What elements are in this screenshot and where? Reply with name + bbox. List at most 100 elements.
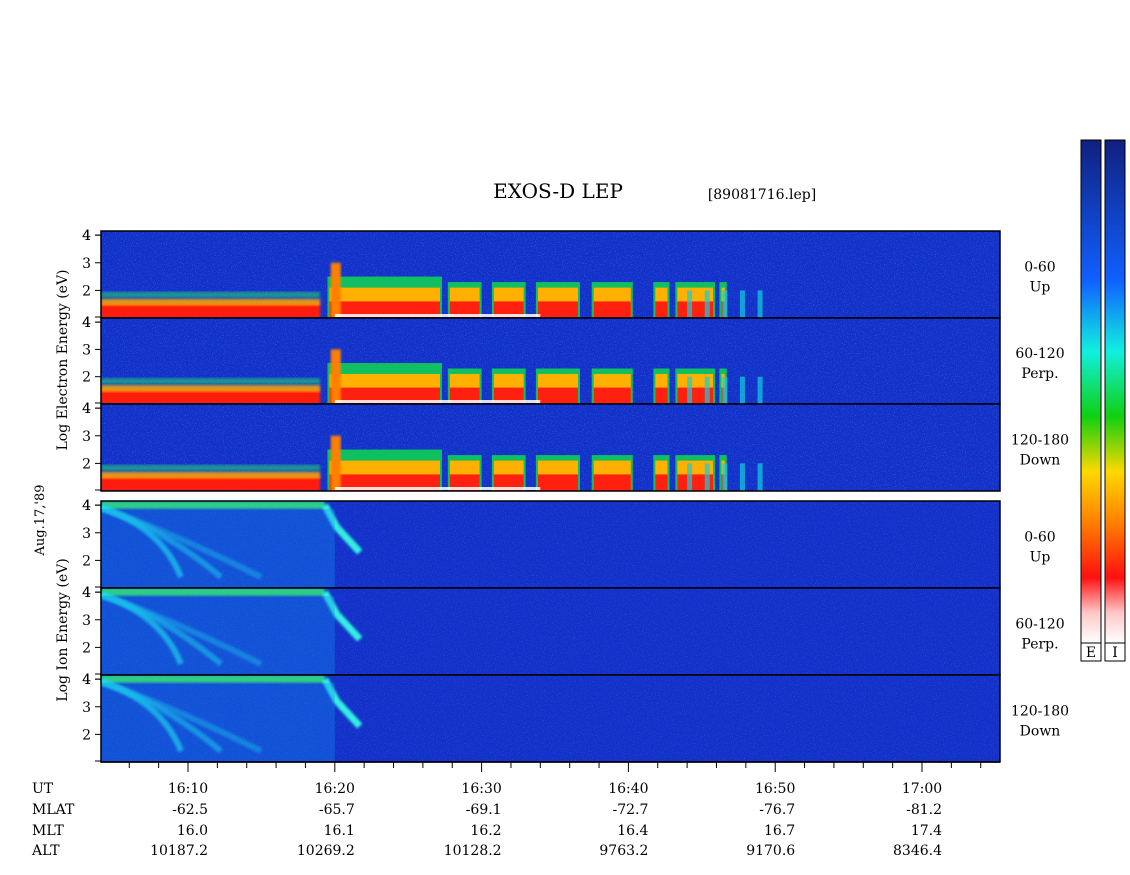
weak-burst [704, 463, 710, 491]
y-tick-label: 3 [82, 256, 91, 272]
panel-features [101, 501, 363, 588]
ion-dispersion-feature [321, 590, 363, 642]
burst-core [655, 301, 668, 318]
ephemeris-row-label: ALT [31, 843, 60, 859]
ephemeris-cell-mlt: 16.4 [617, 823, 648, 839]
panel-6 [100, 674, 1001, 763]
burst-core [677, 387, 714, 404]
panel-direction-label: Perp. [1021, 637, 1058, 653]
y-tick-label: 4 [82, 672, 91, 688]
panel-angle-label: 0-60 [1024, 530, 1055, 546]
y-tick-label: 3 [82, 429, 91, 445]
burst-core [449, 301, 480, 318]
ion-glow [101, 683, 335, 762]
colorbar-electron: E [1080, 139, 1102, 662]
ephemeris-row-label: MLT [32, 823, 64, 839]
ephemeris-row-label: MLAT [32, 802, 75, 818]
high-energy-band [101, 501, 325, 509]
ephemeris-cell-mlt: 17.4 [911, 823, 942, 839]
date-label: Aug.17,'89 [33, 484, 48, 556]
y-tick-label: 3 [82, 613, 91, 629]
y-tick-label: 4 [82, 228, 91, 244]
panel-4 [100, 500, 1001, 589]
panel-features [101, 675, 363, 762]
panel-frame [100, 403, 1001, 492]
ephemeris-cell-mlt: 16.2 [470, 823, 501, 839]
weak-burst [704, 376, 710, 404]
panel-2 [100, 317, 1001, 405]
ephemeris-table: UT MLAT MLT ALT 16:10 -62.5 16.0 10187.2 16:20 -6… [31, 781, 942, 859]
burst-core [329, 474, 440, 491]
weak-burst [722, 376, 728, 404]
band-halo [101, 291, 321, 298]
weak-burst [704, 290, 710, 318]
dispersion-arc [101, 592, 263, 667]
ephemeris-cell-alt: 9763.2 [599, 843, 648, 859]
weak-burst [722, 290, 728, 318]
edge-line [334, 400, 541, 403]
burst-core [493, 301, 524, 318]
spike [330, 435, 341, 491]
panel-1 [100, 230, 1001, 319]
weak-burst [757, 463, 763, 491]
ephemeris-cell-mlat: -72.7 [612, 802, 648, 818]
ephemeris-cell-ut: 16:10 [168, 781, 208, 797]
panel-direction-label: Up [1030, 550, 1051, 566]
panel-5 [100, 587, 1001, 676]
colorbar-e-label: E [1086, 645, 1096, 661]
colorbar-i-label: I [1112, 645, 1118, 661]
ephemeris-cell-mlat: -65.7 [319, 802, 355, 818]
burst-core [493, 387, 524, 404]
ion-glow [101, 509, 335, 588]
panel-3 [100, 403, 1001, 492]
ephemeris-cell-ut: 17:00 [902, 781, 942, 797]
burst-core [655, 387, 668, 404]
spike [330, 349, 341, 404]
band-edge [101, 384, 321, 392]
dispersion-arc [101, 505, 263, 580]
panel-direction-label: Down [1020, 453, 1061, 469]
spectrogram-panels [100, 230, 1001, 763]
burst-core [677, 474, 714, 491]
edge-line [334, 487, 541, 490]
low-energy-band [101, 388, 321, 404]
ephemeris-cell-mlat: -81.2 [906, 802, 942, 818]
ephemeris-cell-alt: 8346.4 [893, 843, 942, 859]
ephemeris-cell-ut: 16:30 [461, 781, 501, 797]
ephemeris-cell-mlt: 16.0 [177, 823, 208, 839]
y-tick-label: 3 [82, 342, 91, 358]
burst-core [537, 387, 578, 404]
low-energy-band [101, 302, 321, 318]
weak-burst [739, 463, 745, 491]
high-energy-band [101, 588, 325, 596]
panel-labels: 0-60 Up 60-120 Perp. 120-180 Down 0-60 Up 60-120… [1011, 260, 1069, 740]
panel-features [101, 262, 763, 318]
weak-burst [739, 376, 745, 404]
y-tick-label: 4 [82, 315, 91, 331]
band-halo [101, 378, 321, 385]
panel-direction-label: Down [1020, 724, 1061, 740]
low-energy-band [101, 475, 321, 491]
panel-angle-label: 60-120 [1015, 346, 1064, 362]
ion-ylabel: Log Ion Energy (eV) [55, 558, 71, 701]
panel-angle-label: 60-120 [1015, 617, 1064, 633]
panel-angle-label: 120-180 [1011, 704, 1069, 720]
weak-burst [687, 463, 693, 491]
burst-core [329, 387, 440, 404]
panel-angle-label: 120-180 [1011, 433, 1069, 449]
ephemeris-cell-mlt: 16.1 [324, 823, 355, 839]
ephemeris-cell-mlat: -69.1 [466, 802, 502, 818]
ephemeris-cell-mlt: 16.7 [764, 823, 795, 839]
ephemeris-cell-ut: 16:50 [755, 781, 795, 797]
band-edge [101, 298, 321, 306]
weak-burst [687, 290, 693, 318]
high-energy-band [101, 675, 325, 683]
burst-core [537, 301, 578, 318]
ion-dispersion-feature [321, 677, 363, 729]
burst-core [593, 387, 631, 404]
dispersion-arc [101, 679, 263, 754]
y-tick-label: 2 [82, 370, 91, 386]
burst-core [329, 301, 440, 318]
y-tick-label: 4 [82, 585, 91, 601]
ephemeris-cell-alt: 10187.2 [150, 843, 208, 859]
